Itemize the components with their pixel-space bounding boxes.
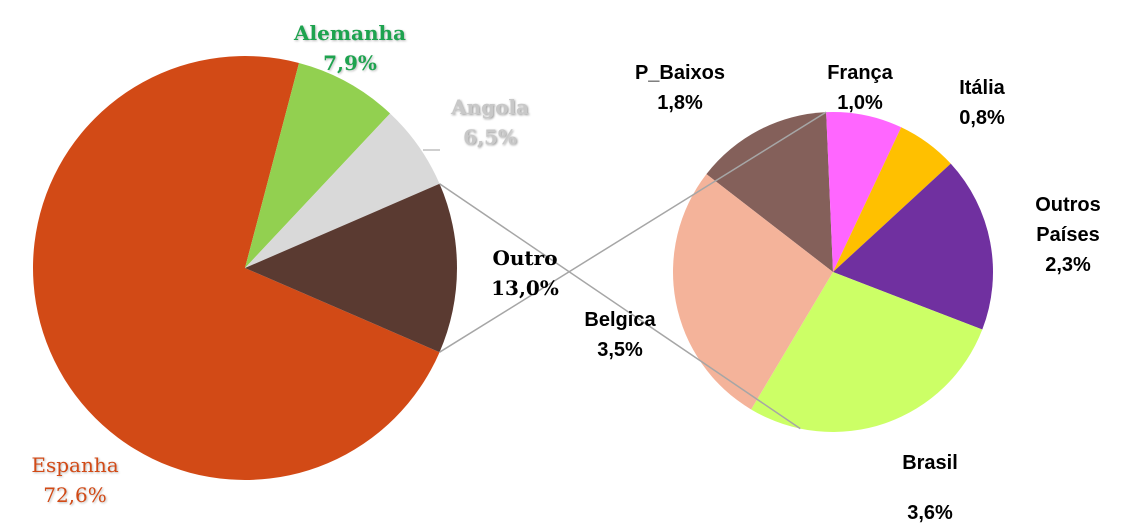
label-value: 72,6%: [43, 483, 107, 507]
data-label: Alemanha 7,9%: [294, 18, 406, 78]
data-label: Angola 6,5%: [451, 92, 529, 152]
pie-slice: [672, 174, 833, 410]
pie-slice: [245, 183, 457, 353]
data-label: Outros Países 2,3%: [1018, 190, 1118, 280]
label-name: França: [827, 62, 893, 84]
pie-slice: [245, 113, 440, 268]
label-name: Alemanha: [293, 21, 407, 45]
data-label: França 1,0%: [827, 58, 893, 118]
label-name: Outros Países: [1035, 194, 1101, 246]
data-label: P_Baixos 1,8%: [635, 58, 725, 118]
label-name: P_Baixos: [634, 62, 726, 84]
pie-slice: [33, 56, 440, 481]
data-label: Itália 0,8%: [959, 73, 1005, 133]
data-label: Brasil 3,6%: [902, 448, 958, 528]
pie-slice: [833, 127, 951, 272]
label-value: 7,9%: [323, 51, 377, 75]
label-value: 3,5%: [597, 339, 643, 361]
label-value: 1,8%: [657, 92, 703, 114]
label-name: Belgica: [584, 309, 656, 331]
data-label: Espanha 72,6%: [31, 450, 118, 510]
label-name: Brasil: [902, 452, 958, 474]
label-value: 13,0%: [491, 276, 559, 300]
data-label: Belgica 3,5%: [584, 305, 655, 365]
pie-slice: [706, 112, 833, 272]
label-value: 1,0%: [837, 92, 883, 114]
pie-slice: [245, 62, 391, 269]
pie-slice: [826, 112, 902, 272]
label-value: 6,5%: [463, 125, 517, 149]
connector-line: [439, 111, 827, 353]
pie-slice: [833, 163, 994, 330]
label-value: 3,6%: [907, 502, 953, 524]
label-value: 2,3%: [1045, 254, 1091, 276]
label-name: Angola: [451, 95, 529, 119]
connector-line: [439, 183, 801, 430]
data-label: Outro 13,0%: [491, 243, 559, 303]
label-value: 0,8%: [959, 107, 1005, 129]
pie-slice: [751, 272, 983, 433]
label-name: Outro: [492, 246, 558, 270]
label-name: Espanha: [31, 453, 119, 477]
label-name: Itália: [959, 77, 1005, 99]
